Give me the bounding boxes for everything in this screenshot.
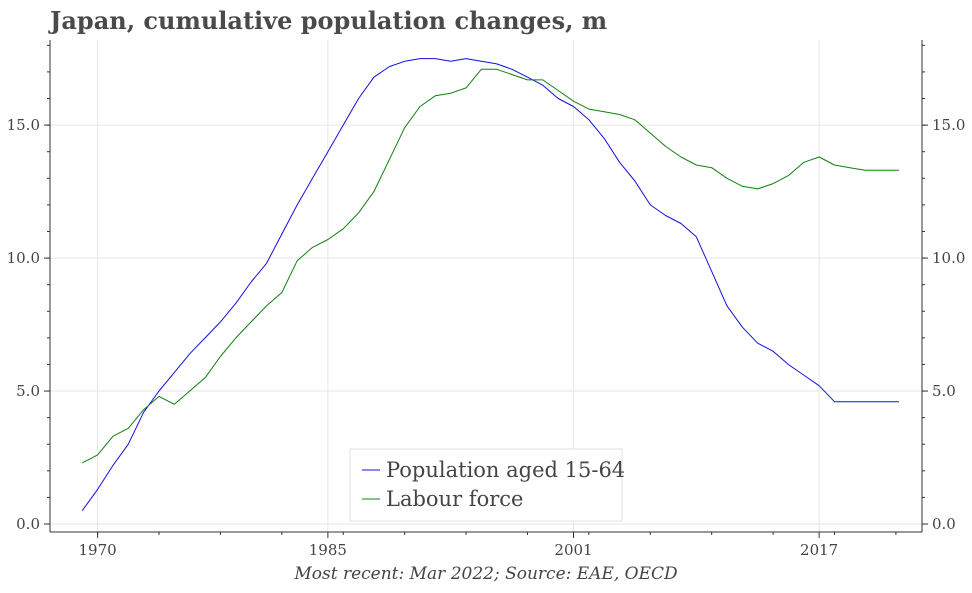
legend-label: Labour force (386, 487, 523, 511)
x-tick-label: 1970 (78, 541, 116, 559)
source-caption: Most recent: Mar 2022; Source: EAE, OECD (294, 564, 678, 584)
chart-title: Japan, cumulative population changes, m (50, 6, 608, 35)
legend-label: Population aged 15-64 (386, 458, 625, 482)
y-left-tick-label: 0.0 (16, 515, 40, 533)
y-right-tick-label: 10.0 (932, 249, 965, 267)
legend-box (349, 448, 623, 522)
y-left-tick-label: 10.0 (7, 249, 40, 267)
x-tick-label: 2001 (554, 541, 592, 559)
x-tick-label: 2017 (800, 541, 838, 559)
x-tick-label: 1985 (309, 541, 347, 559)
y-right-tick-label: 0.0 (932, 515, 956, 533)
y-left-tick-label: 15.0 (7, 116, 40, 134)
population-series-line (81, 58, 899, 511)
y-right-tick-label: 15.0 (932, 116, 965, 134)
y-right-tick-label: 5.0 (932, 382, 956, 400)
labour-force-series-line (81, 68, 899, 464)
y-left-tick-label: 5.0 (16, 382, 40, 400)
